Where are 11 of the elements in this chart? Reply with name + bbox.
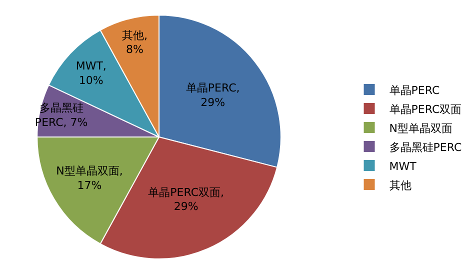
data-label: MWT, 10%	[76, 60, 106, 87]
legend-label: 多晶黑硅PERC	[389, 140, 462, 154]
legend-label: MWT	[389, 160, 417, 173]
legend-label: 其他	[389, 178, 412, 192]
data-label: 其他, 8%	[122, 28, 148, 56]
data-label: N型单晶双面, 17%	[56, 164, 123, 192]
legend-label: N型单晶双面	[389, 122, 453, 135]
legend-label: 单晶PERC	[389, 84, 440, 97]
data-label: 单晶PERC, 29%	[186, 82, 240, 109]
data-label: 单晶PERC双面, 29%	[148, 186, 224, 214]
legend-label: 单晶PERC双面	[389, 102, 462, 116]
